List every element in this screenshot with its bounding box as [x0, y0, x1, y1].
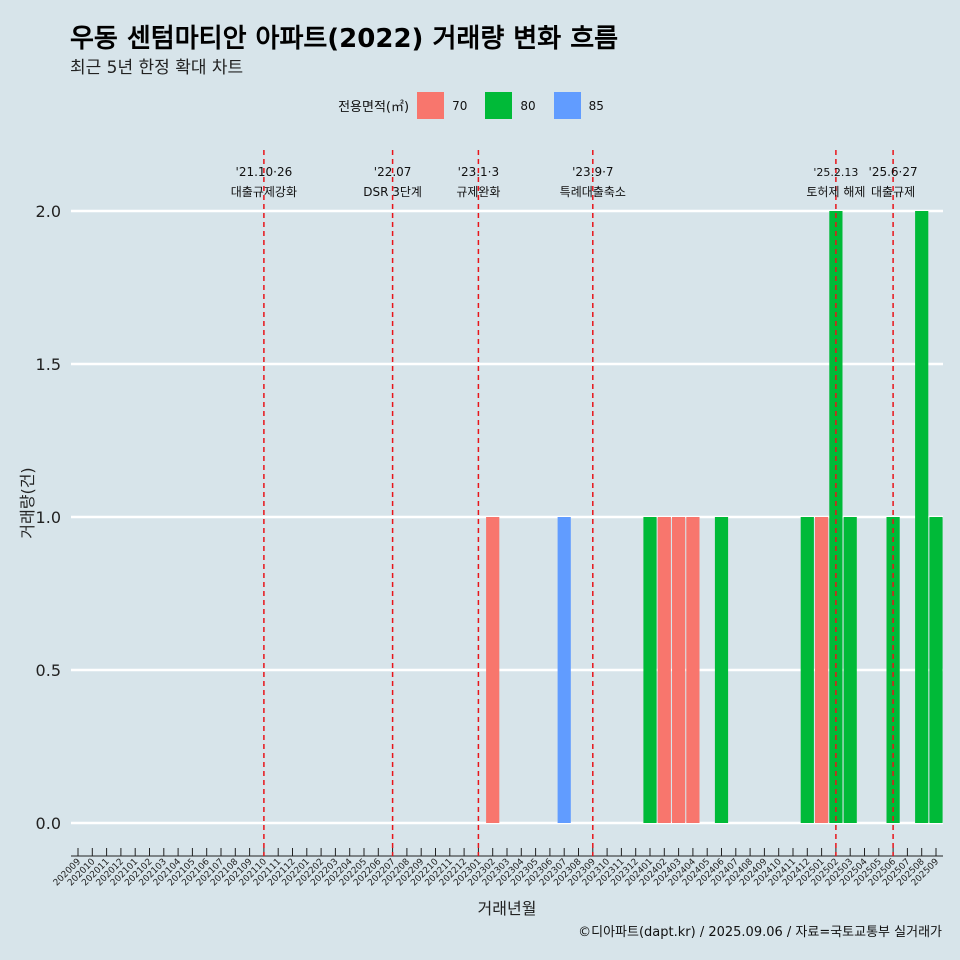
bar-80-202412 — [800, 517, 814, 823]
event-date-label: '25.2.13 — [813, 166, 858, 179]
chart-title: 우동 센텀마티안 아파트(2022) 거래량 변화 흐름 — [70, 24, 619, 54]
legend-label-80: 80 — [520, 98, 536, 113]
bar-85-202307 — [557, 517, 571, 823]
bar-80-202406 — [714, 517, 729, 823]
event-date-label: '25.6·27 — [869, 165, 918, 179]
legend-item-70: 70 — [417, 92, 479, 119]
event-name-label: DSR 3단계 — [363, 185, 422, 199]
bar-70-202404 — [686, 517, 700, 823]
bar-70-202302 — [486, 517, 500, 823]
bar-80-202401 — [643, 517, 657, 823]
event-name-label: 대출규제 — [871, 185, 915, 199]
y-tick-label: 0.0 — [36, 814, 61, 833]
legend-swatch-70 — [417, 92, 445, 119]
x-axis-title: 거래년월 — [478, 899, 537, 918]
event-date-label: '23.9·7 — [572, 165, 613, 179]
chart-caption: ©디아파트(dapt.kr) / 2025.09.06 / 자료=국토교통부 실… — [578, 925, 942, 940]
event-date-label: '22.07 — [374, 165, 412, 179]
legend-title: 전용면적(㎡) — [338, 100, 410, 115]
bar-70-202403 — [672, 517, 686, 823]
legend-label-70: 70 — [452, 98, 468, 113]
event-name-label: 토허제 해제 — [806, 185, 865, 199]
bar-80-202503 — [843, 517, 857, 823]
bar-80-202502 — [829, 211, 843, 823]
y-tick-label: 1.5 — [36, 355, 61, 374]
chart-subtitle: 최근 5년 한정 확대 차트 — [70, 58, 244, 78]
bar-80-202509 — [929, 517, 943, 823]
y-tick-label: 2.0 — [36, 202, 61, 221]
bar-80-202508 — [915, 211, 929, 823]
event-name-label: 규제완화 — [456, 185, 500, 199]
y-tick-label: 1.0 — [36, 508, 61, 527]
legend-item-80: 80 — [485, 92, 547, 119]
legend-label-85: 85 — [588, 98, 604, 113]
bar-70-202402 — [657, 517, 671, 823]
event-date-label: '21.10·26 — [236, 165, 293, 179]
legend: 전용면적(㎡) 70 80 85 — [0, 92, 960, 119]
bar-80-202506 — [886, 517, 900, 823]
bar-70-202501 — [815, 517, 829, 823]
event-name-label: 대출규제강화 — [231, 185, 297, 199]
y-tick-label: 0.5 — [36, 661, 61, 680]
event-date-label: '23.1·3 — [458, 165, 499, 179]
legend-item-85: 85 — [553, 92, 616, 119]
legend-swatch-85 — [553, 92, 581, 119]
y-axis-title: 거래량(건) — [18, 467, 37, 538]
legend-swatch-80 — [485, 92, 513, 119]
event-name-label: 특례대출축소 — [560, 185, 626, 199]
